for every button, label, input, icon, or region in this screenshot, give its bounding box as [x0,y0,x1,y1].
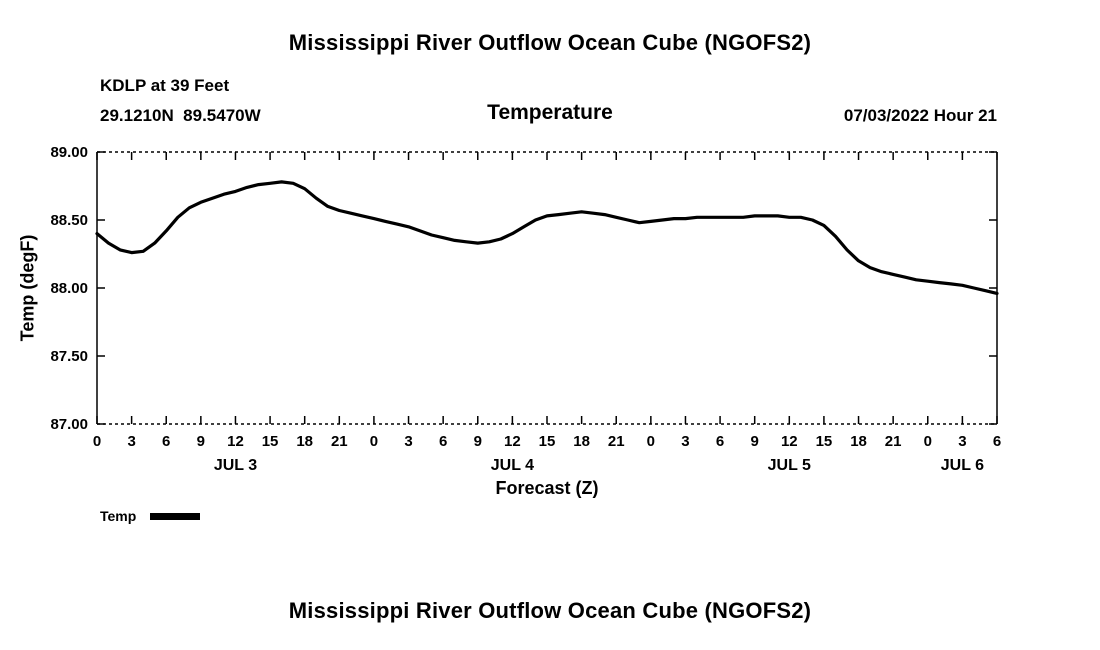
legend-line-swatch [150,512,201,520]
chart-legend: Temp [100,508,201,524]
x-tick-label: 3 [681,433,689,450]
x-tick-label: 18 [573,433,590,450]
day-label: JUL 5 [768,457,811,474]
y-tick-label: 87.50 [50,348,88,365]
x-tick-label: 9 [751,433,759,450]
y-tick-label: 89.00 [50,144,88,161]
x-tick-label: 15 [816,433,833,450]
x-tick-label: 0 [647,433,655,450]
day-label: JUL 6 [941,457,984,474]
x-tick-label: 0 [93,433,101,450]
x-tick-label: 9 [474,433,482,450]
day-label: JUL 3 [214,457,257,474]
x-axis-title: Forecast (Z) [495,478,599,498]
x-tick-label: 12 [781,433,798,450]
x-tick-label: 12 [504,433,521,450]
x-tick-label: 3 [958,433,966,450]
day-label: JUL 4 [491,457,534,474]
x-tick-label: 15 [262,433,279,450]
x-tick-label: 6 [439,433,447,450]
x-tick-label: 6 [993,433,1001,450]
y-tick-label: 87.00 [50,416,88,433]
legend-label: Temp [100,508,137,524]
x-tick-label: 18 [296,433,313,450]
x-tick-label: 0 [924,433,932,450]
x-tick-label: 21 [608,433,625,450]
station-coordinates: 29.1210N 89.5470W [100,106,261,125]
plot-title: Temperature [487,101,613,124]
x-tick-label: 9 [197,433,205,450]
forecast-datetime: 07/03/2022 Hour 21 [843,106,997,125]
x-tick-label: 3 [404,433,412,450]
y-tick-label: 88.50 [50,212,88,229]
temp-series-line [95,180,999,295]
bottom-page-title: Mississippi River Outflow Ocean Cube (NG… [288,598,812,623]
x-tick-label: 6 [162,433,170,450]
y-tick-label: 88.00 [50,280,88,297]
x-tick-label: 3 [127,433,135,450]
x-tick-label: 12 [227,433,244,450]
x-tick-label: 6 [716,433,724,450]
x-tick-label: 15 [539,433,556,450]
x-tick-label: 0 [370,433,378,450]
page-title: Mississippi River Outflow Ocean Cube (NG… [288,30,812,55]
x-tick-label: 21 [885,433,902,450]
station-label: KDLP at 39 Feet [100,76,230,95]
x-tick-label: 18 [850,433,867,450]
x-tick-label: 21 [331,433,348,450]
